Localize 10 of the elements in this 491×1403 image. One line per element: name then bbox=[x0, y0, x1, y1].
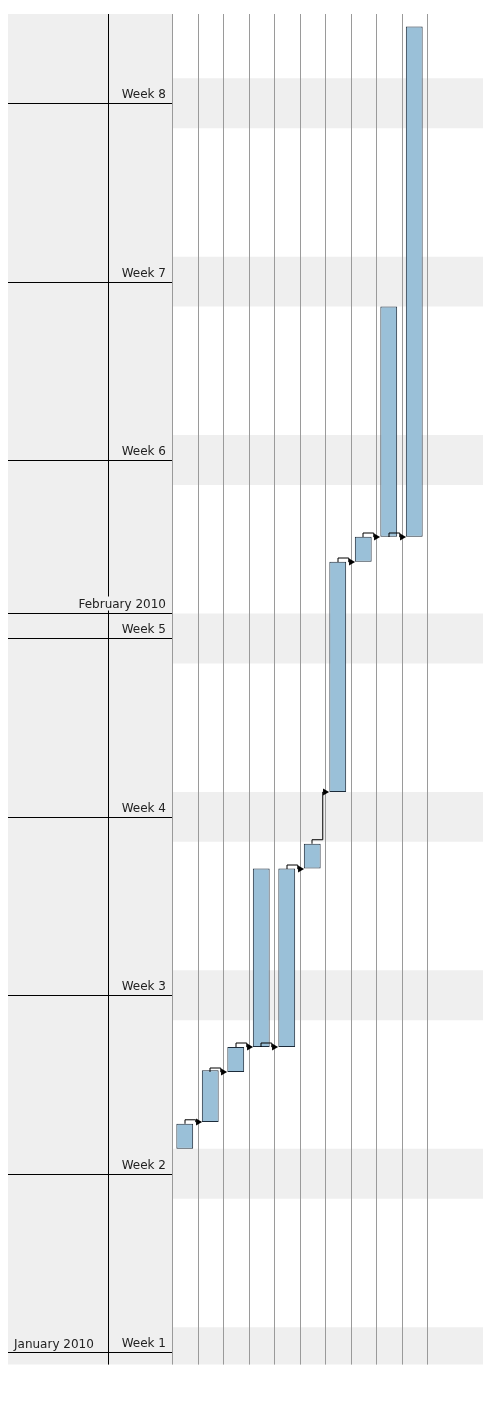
ref-line-label: Week 3 bbox=[121, 978, 166, 993]
ref-line-label: Week 6 bbox=[121, 443, 166, 458]
text: January 2010 bbox=[13, 1336, 94, 1351]
ref-line-label: February 2010 bbox=[78, 596, 166, 611]
ref-line-label: Week 2 bbox=[121, 1157, 166, 1172]
ref-line-label: Week 7 bbox=[121, 265, 166, 280]
ref-line-label: Week 5 bbox=[121, 621, 166, 636]
ref-line-label: Week 1 bbox=[121, 1335, 166, 1350]
ref-line-label: Week 8 bbox=[121, 86, 166, 101]
ref-line-label: Week 4 bbox=[121, 800, 166, 815]
